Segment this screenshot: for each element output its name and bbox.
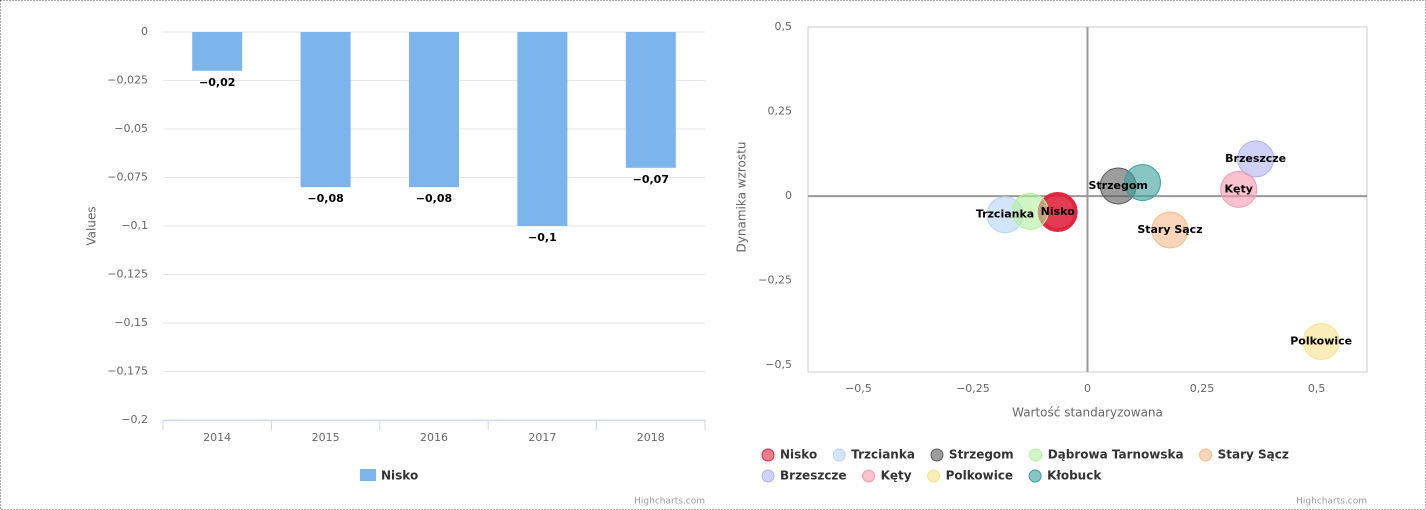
bubble [1237, 140, 1275, 178]
bar [625, 32, 676, 168]
legend-symbol [930, 448, 944, 462]
x-tick-label: 0,5 [1308, 382, 1326, 395]
x-axis-title: Wartość standaryzowana [1012, 406, 1163, 420]
legend-label: Trzcianka [851, 448, 915, 462]
legend-symbol [862, 469, 876, 483]
value-label: −0,02 [199, 76, 235, 89]
bar [517, 32, 568, 226]
legend-symbol [1029, 448, 1043, 462]
x-tick-label: 0 [1084, 382, 1091, 395]
y-tick-label: 0,5 [775, 20, 793, 33]
legend-symbol [761, 448, 775, 462]
y-tick-label: 0 [785, 189, 792, 202]
y-tick-label: 0 [141, 25, 148, 38]
y-tick-label: −0,1 [121, 219, 148, 232]
bubble-label: Strzegom [1089, 179, 1148, 192]
y-tick-label: −0,2 [121, 413, 148, 426]
bubble [1302, 323, 1340, 361]
credits: Highcharts.com [1296, 497, 1367, 507]
value-label: −0,08 [307, 192, 343, 205]
legend-symbol [360, 469, 376, 481]
bubble-label: Trzcianka [976, 208, 1034, 221]
legend-symbol [761, 469, 775, 483]
bubble-label: Kęty [1224, 182, 1252, 195]
credits: Highcharts.com [634, 497, 705, 507]
x-tick-label: −0,25 [956, 382, 990, 395]
legend-symbol [927, 469, 941, 483]
y-tick-label: −0,175 [107, 365, 148, 378]
bubble [1011, 192, 1049, 230]
legend-symbol [832, 448, 846, 462]
y-tick-label: −0,05 [114, 122, 148, 135]
x-tick-label: 2014 [203, 431, 231, 444]
value-label: −0,1 [528, 231, 557, 244]
legend-label: Stary Sącz [1218, 448, 1289, 462]
legend-symbol [1199, 448, 1213, 462]
y-tick-label: −0,025 [107, 74, 148, 87]
y-tick-label: −0,5 [765, 358, 792, 371]
legend-label: Nisko [381, 469, 418, 483]
legend-label: Polkowice [946, 469, 1014, 483]
x-tick-label: 2015 [312, 431, 340, 444]
legend-label: Dąbrowa Tarnowska [1048, 448, 1184, 462]
legend-label: Kęty [881, 469, 912, 483]
legend-label: Kłobuck [1047, 469, 1102, 483]
bubble [1220, 170, 1258, 208]
bar [192, 32, 243, 71]
y-tick-label: −0,075 [107, 171, 148, 184]
x-tick-label: 2017 [528, 431, 556, 444]
x-tick-label: 0,25 [1190, 382, 1215, 395]
value-label: −0,07 [633, 173, 669, 186]
x-tick-label: 2018 [637, 431, 665, 444]
bar [300, 32, 351, 188]
y-tick-label: −0,25 [758, 274, 792, 287]
legend-label: Nisko [780, 448, 817, 462]
bubble-label: Stary Sącz [1137, 223, 1202, 236]
value-label: −0,08 [416, 192, 452, 205]
legend-symbol [1028, 469, 1042, 483]
bubble [1151, 211, 1189, 249]
x-tick-label: −0,5 [845, 382, 872, 395]
y-tick-label: −0,125 [107, 268, 148, 281]
bubble-label: Polkowice [1290, 335, 1352, 348]
bar [409, 32, 459, 188]
y-tick-label: 0,25 [768, 105, 793, 118]
y-tick-label: −0,15 [114, 316, 148, 329]
bubble [1123, 164, 1161, 202]
y-axis-title: Values [85, 206, 99, 245]
legend-label: Strzegom [949, 448, 1014, 462]
legend-label: Brzeszcze [780, 469, 847, 483]
y-axis-title: Dynamika wzrostu [735, 142, 749, 253]
bubble-label: Brzeszcze [1225, 152, 1286, 165]
x-tick-label: 2016 [420, 431, 448, 444]
bubble-label: Nisko [1041, 205, 1076, 218]
